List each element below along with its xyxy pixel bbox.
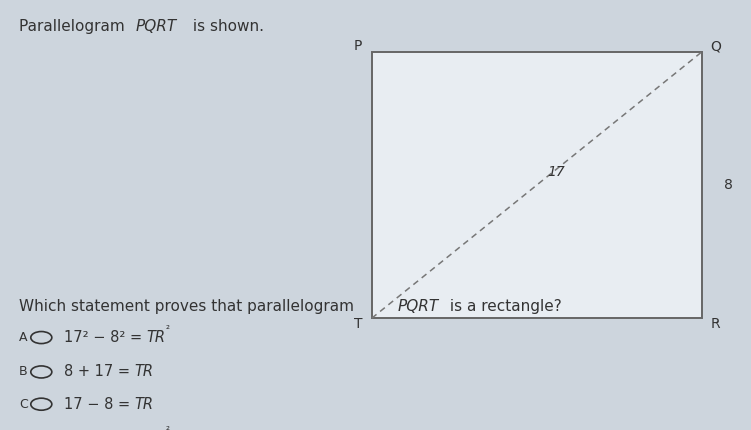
Text: TR: TR — [134, 397, 154, 412]
Text: P: P — [354, 39, 363, 53]
Text: PQRT: PQRT — [135, 19, 176, 34]
Text: ²: ² — [165, 325, 170, 335]
Bar — [372, 52, 702, 318]
Text: is shown.: is shown. — [188, 19, 264, 34]
Text: 8: 8 — [724, 178, 733, 192]
Text: ²: ² — [165, 426, 170, 430]
Text: Q: Q — [710, 39, 721, 53]
Text: B: B — [19, 366, 27, 378]
Text: Parallelogram: Parallelogram — [19, 19, 129, 34]
Text: 17² − 8² =: 17² − 8² = — [64, 330, 146, 345]
Text: R: R — [711, 316, 720, 331]
Text: 17 − 8 =: 17 − 8 = — [64, 397, 134, 412]
Text: is a rectangle?: is a rectangle? — [445, 299, 562, 314]
Text: TR: TR — [146, 330, 165, 345]
Text: PQRT: PQRT — [398, 299, 439, 314]
Text: A: A — [19, 331, 27, 344]
Text: Which statement proves that parallelogram: Which statement proves that parallelogra… — [19, 299, 359, 314]
Text: T: T — [354, 316, 363, 331]
Text: 17: 17 — [547, 165, 565, 179]
Text: C: C — [19, 398, 28, 411]
Text: TR: TR — [134, 365, 153, 379]
Text: 8 + 17 =: 8 + 17 = — [64, 365, 134, 379]
